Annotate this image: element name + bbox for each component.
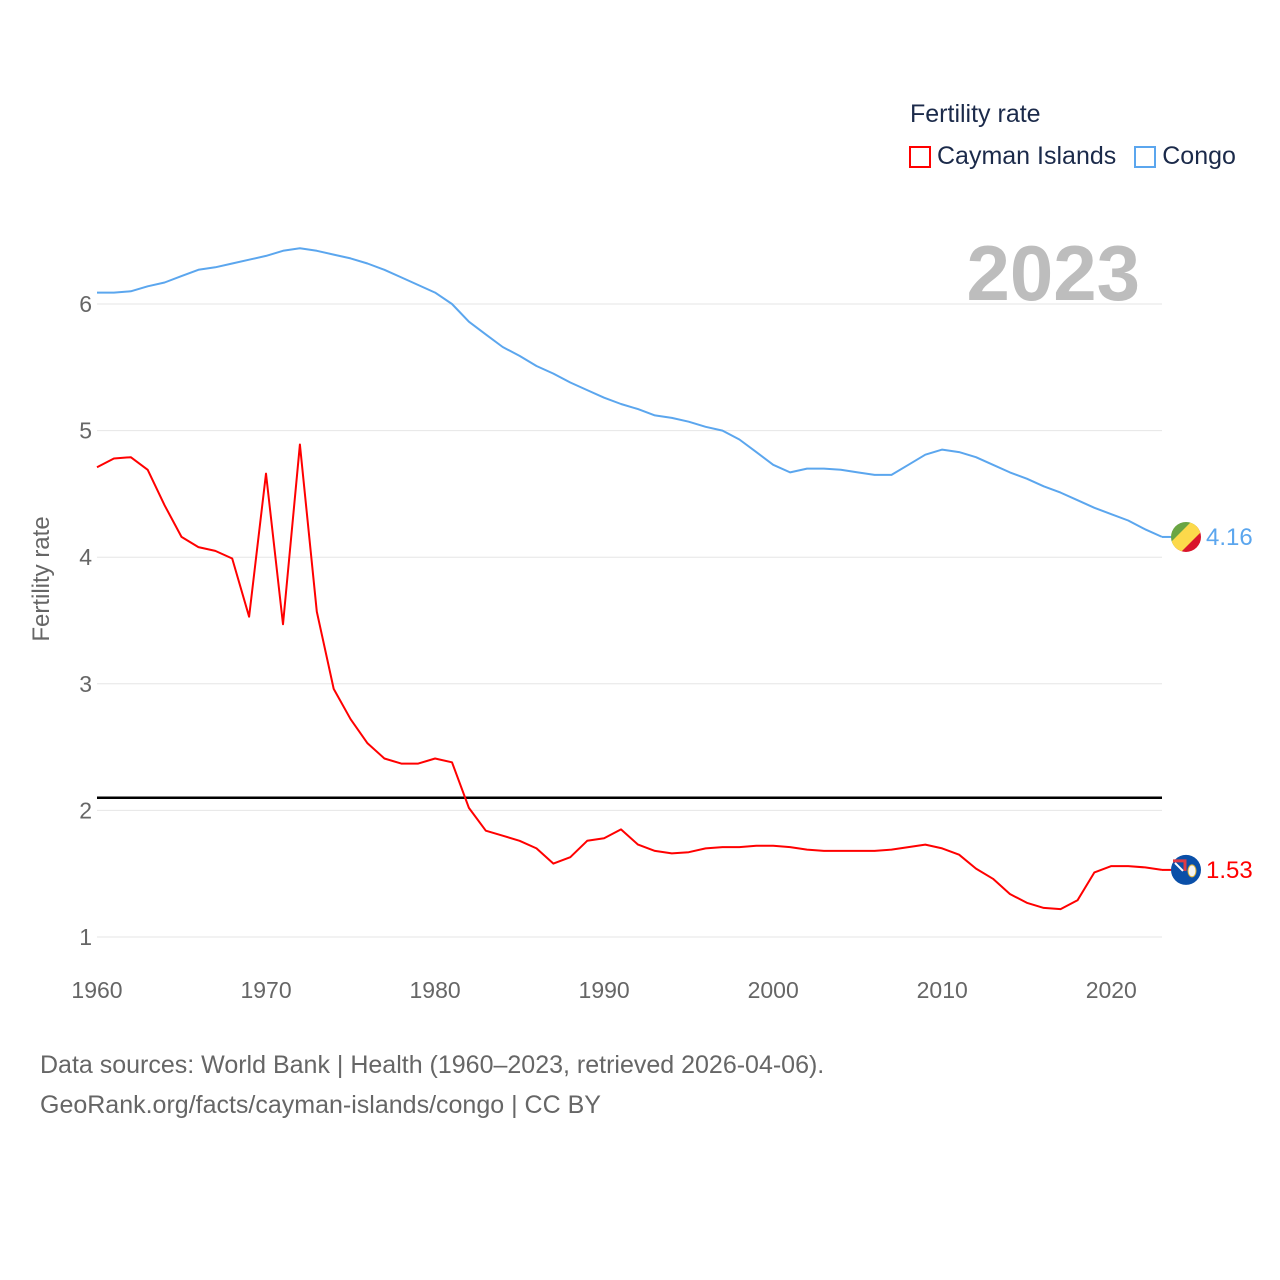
end-labels: 1.53 4.16 — [1162, 521, 1253, 885]
x-tick-label: 1960 — [71, 977, 122, 1003]
y-tick-label: 4 — [79, 544, 92, 570]
legend-item-congo[interactable]: Congo — [1134, 142, 1236, 171]
gridlines — [97, 303, 1162, 938]
y-tick-label: 5 — [79, 418, 92, 444]
y-tick-labels: 1 2 3 4 5 6 — [79, 291, 92, 950]
legend-item-cayman-islands[interactable]: Cayman Islands — [909, 142, 1116, 171]
legend-swatch-cayman-islands — [909, 145, 931, 168]
x-tick-label: 1980 — [410, 977, 461, 1003]
congo-flag-icon — [1171, 521, 1201, 552]
x-tick-label: 2000 — [748, 977, 799, 1003]
x-tick-label: 2010 — [917, 977, 968, 1003]
series-line-cayman-islands — [96, 443, 1163, 911]
series-lines — [96, 247, 1163, 911]
cayman-islands-flag-icon — [1171, 854, 1201, 885]
legend-label: Congo — [1162, 142, 1236, 170]
y-tick-label: 1 — [79, 924, 92, 950]
y-tick-label: 3 — [79, 671, 92, 697]
end-value-label: 1.53 — [1206, 857, 1253, 884]
legend: Cayman Islands Congo — [909, 142, 1236, 171]
y-tick-label: 6 — [79, 291, 92, 317]
footer: Data sources: World Bank | Health (1960–… — [40, 1045, 824, 1125]
x-tick-label: 1970 — [240, 977, 291, 1003]
end-value-label: 4.16 — [1206, 524, 1253, 551]
x-tick-labels: 1960 1970 1980 1990 2000 2010 2020 — [71, 977, 1136, 1003]
data-source-text: Data sources: World Bank | Health (1960–… — [40, 1051, 825, 1079]
current-year-label: 2023 — [966, 229, 1140, 317]
x-tick-label: 2020 — [1086, 977, 1137, 1003]
y-tick-label: 2 — [79, 797, 92, 823]
attribution-link[interactable]: GeoRank.org/facts/cayman-islands/congo |… — [40, 1091, 601, 1119]
legend-title: Fertility rate — [910, 100, 1041, 128]
legend-swatch-congo — [1134, 145, 1157, 168]
legend-label: Cayman Islands — [937, 142, 1117, 170]
series-line-congo — [97, 247, 1163, 538]
y-axis-label: Fertility rate — [28, 516, 55, 642]
x-tick-label: 1990 — [579, 977, 630, 1003]
